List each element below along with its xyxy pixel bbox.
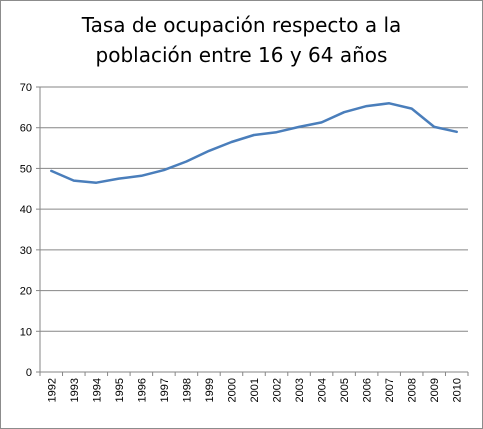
xtick-label-2002: 2002: [272, 378, 284, 402]
xtick-label-2001: 2001: [249, 378, 261, 402]
series-line-0: [50, 102, 458, 184]
xtick-label-2010: 2010: [452, 378, 464, 402]
xtick-label-1992: 1992: [46, 378, 58, 402]
chart-title-line-1: Tasa de ocupación respecto a la: [81, 13, 402, 37]
xtick-label-2003: 2003: [294, 378, 306, 402]
xtick-label-1993: 1993: [69, 378, 81, 402]
xtick-label-1995: 1995: [114, 378, 126, 402]
ytick-label-70: 70: [20, 82, 32, 94]
xtick-label-1994: 1994: [91, 378, 103, 402]
xtick-label-1997: 1997: [159, 378, 171, 402]
ytick-label-0: 0: [26, 367, 32, 379]
ytick-label-30: 30: [20, 245, 32, 257]
chart-title: Tasa de ocupación respecto a la població…: [0, 10, 483, 70]
chart-title-line-2: población entre 16 y 64 años: [95, 43, 388, 67]
xtick-label-1996: 1996: [136, 378, 148, 402]
xtick-label-2000: 2000: [226, 378, 238, 402]
xtick-label-1999: 1999: [204, 378, 216, 402]
ytick-label-50: 50: [20, 163, 32, 175]
xtick-label-2005: 2005: [339, 378, 351, 402]
xtick-label-2007: 2007: [384, 378, 396, 402]
ytick-label-20: 20: [20, 286, 32, 298]
xtick-label-2009: 2009: [429, 378, 441, 402]
xtick-label-2004: 2004: [317, 378, 329, 402]
xtick-label-2008: 2008: [407, 378, 419, 402]
ytick-label-40: 40: [20, 204, 32, 216]
xtick-label-2006: 2006: [362, 378, 374, 402]
ytick-label-60: 60: [20, 123, 32, 135]
ytick-label-10: 10: [20, 326, 32, 338]
xtick-label-1998: 1998: [181, 378, 193, 402]
